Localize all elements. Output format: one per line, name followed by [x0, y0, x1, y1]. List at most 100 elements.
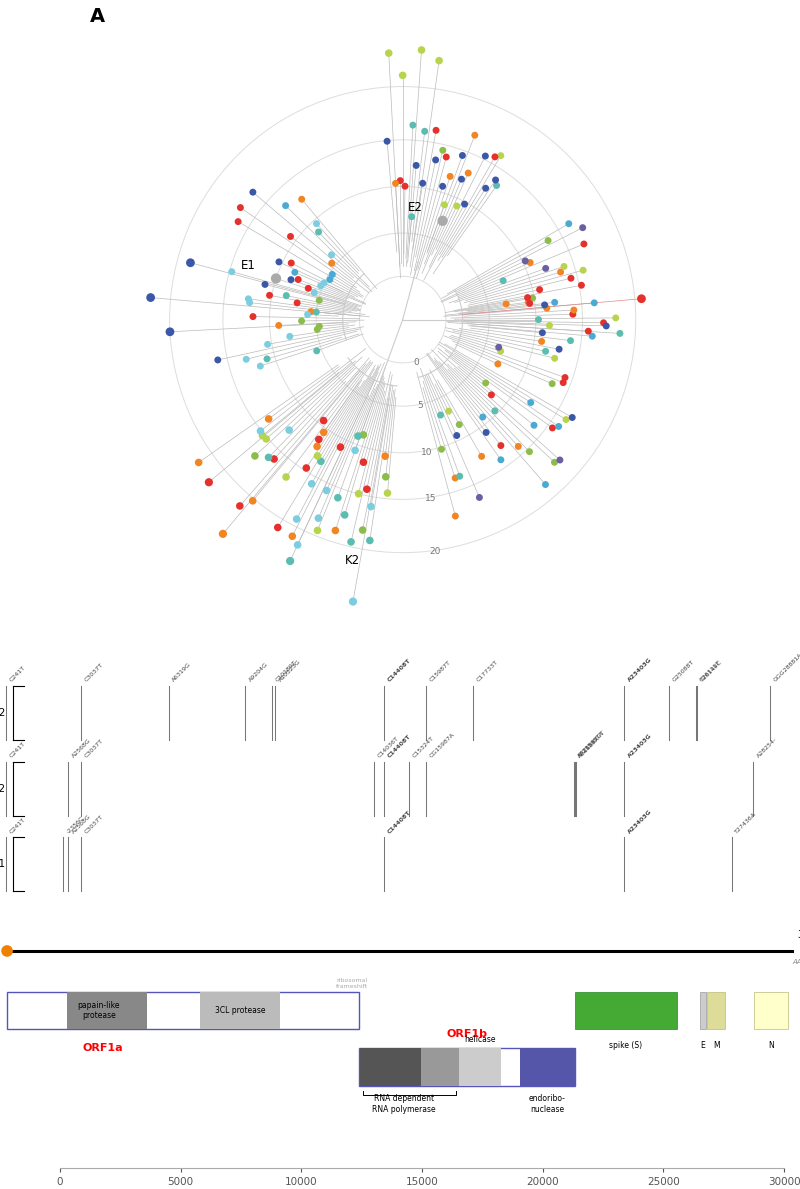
- Point: [492, 338, 505, 357]
- Text: -2356C: -2356C: [66, 816, 85, 835]
- Text: A23403G: A23403G: [626, 732, 653, 759]
- Point: [184, 253, 197, 272]
- Point: [455, 170, 468, 189]
- Bar: [200, 992, 280, 1030]
- Point: [379, 467, 392, 486]
- Point: [279, 196, 292, 215]
- Point: [456, 146, 469, 165]
- Point: [512, 436, 525, 455]
- Point: [453, 415, 466, 434]
- Point: [548, 453, 561, 472]
- Point: [462, 164, 474, 183]
- Point: [539, 341, 552, 360]
- Bar: [754, 992, 787, 1030]
- Point: [338, 505, 351, 524]
- Text: C241T: C241T: [9, 666, 27, 684]
- Point: [334, 438, 347, 457]
- Point: [363, 531, 376, 551]
- Text: GGG28881AAC: GGG28881AAC: [773, 647, 800, 684]
- Point: [610, 308, 622, 327]
- Point: [381, 132, 394, 151]
- Point: [226, 262, 238, 281]
- Text: C17733T: C17733T: [475, 660, 499, 684]
- Bar: [707, 992, 725, 1030]
- Point: [282, 421, 295, 440]
- Point: [497, 271, 510, 290]
- Point: [588, 294, 601, 313]
- Text: E2: E2: [408, 201, 422, 214]
- Point: [254, 421, 267, 440]
- Point: [234, 497, 246, 516]
- Point: [284, 552, 297, 571]
- Point: [352, 484, 365, 503]
- Text: AT21535TA: AT21535TA: [577, 731, 605, 759]
- Point: [246, 307, 259, 326]
- Point: [434, 405, 447, 424]
- Point: [524, 394, 537, 413]
- Point: [314, 276, 327, 295]
- Point: [357, 453, 370, 472]
- Point: [301, 306, 314, 325]
- Point: [261, 335, 274, 354]
- Point: [528, 416, 541, 435]
- Point: [262, 448, 275, 467]
- Point: [494, 436, 507, 455]
- Point: [548, 348, 561, 367]
- Point: [365, 497, 378, 516]
- Point: [576, 218, 589, 237]
- Bar: [458, 1049, 502, 1087]
- Point: [539, 476, 552, 495]
- Point: [308, 283, 321, 302]
- Text: E1: E1: [0, 860, 6, 869]
- Point: [320, 482, 333, 501]
- Point: [542, 231, 554, 250]
- Text: T27436A: T27436A: [734, 811, 758, 835]
- Point: [326, 253, 338, 272]
- Point: [558, 257, 570, 276]
- Point: [295, 190, 308, 209]
- Point: [406, 207, 418, 226]
- Point: [313, 430, 326, 449]
- Text: M: M: [713, 1042, 719, 1050]
- Text: C3037T: C3037T: [84, 738, 104, 759]
- Point: [554, 263, 567, 282]
- Point: [398, 177, 411, 196]
- Point: [311, 446, 324, 465]
- Point: [202, 473, 215, 492]
- Point: [389, 174, 402, 193]
- Point: [479, 373, 492, 392]
- Text: E: E: [701, 1042, 706, 1050]
- Point: [560, 410, 573, 429]
- Text: K2: K2: [0, 707, 6, 718]
- Point: [475, 447, 488, 466]
- Point: [273, 252, 286, 271]
- Point: [494, 451, 507, 470]
- Text: CG15987A: CG15987A: [429, 732, 456, 759]
- Point: [290, 510, 303, 529]
- Point: [283, 327, 296, 346]
- Point: [314, 452, 327, 471]
- Point: [232, 212, 245, 231]
- Text: ORF1b: ORF1b: [446, 1028, 487, 1039]
- Text: C26111T: C26111T: [699, 660, 722, 684]
- Point: [540, 298, 553, 317]
- Point: [558, 369, 571, 388]
- Point: [272, 316, 285, 335]
- Point: [524, 253, 537, 272]
- Point: [600, 316, 613, 335]
- Point: [523, 294, 536, 313]
- Point: [546, 375, 558, 394]
- Point: [292, 270, 305, 289]
- Text: C3037T: C3037T: [84, 662, 104, 684]
- Point: [450, 196, 463, 215]
- Point: [564, 331, 577, 350]
- Point: [548, 292, 561, 312]
- Point: [295, 312, 308, 331]
- Point: [415, 40, 428, 59]
- Point: [480, 423, 493, 442]
- Point: [318, 273, 330, 292]
- Point: [256, 426, 269, 445]
- Point: [261, 350, 274, 369]
- Point: [489, 147, 502, 166]
- Point: [312, 509, 325, 528]
